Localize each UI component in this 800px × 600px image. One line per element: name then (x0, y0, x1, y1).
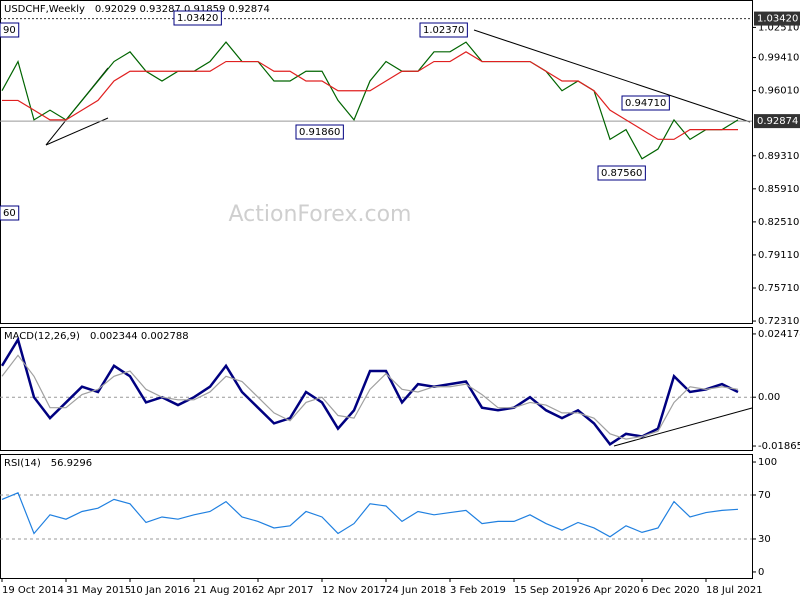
annotation-box (597, 165, 646, 181)
price-tag: 0.92874 (757, 116, 798, 127)
y-tick-label: 1.02510 (758, 22, 799, 33)
annotation-box (419, 22, 468, 38)
x-tick-label: 26 Apr 2020 (578, 585, 640, 596)
y-tick-label: 0.99410 (758, 53, 799, 64)
panel-values: 0.92029 0.93287 0.91859 0.92874 (95, 4, 270, 15)
y-tick-label: 0.72310 (758, 316, 799, 327)
x-tick-label: 10 Jan 2016 (130, 585, 190, 596)
trend-line (473, 29, 751, 123)
price-tag: 1.03420 (757, 14, 798, 25)
annotation-box (0, 205, 20, 221)
annotation: 90 (3, 25, 16, 36)
series-line (1, 354, 739, 440)
annotation: 60 (3, 208, 16, 219)
x-tick-label: 6 Dec 2020 (642, 585, 700, 596)
annotation: 1.03420 (177, 13, 218, 24)
x-tick-label: 19 Oct 2014 (2, 585, 64, 596)
y-tick-label: 0.96010 (758, 86, 799, 97)
x-tick-label: 3 Feb 2019 (450, 585, 506, 596)
price-tag-box (754, 11, 800, 26)
x-tick-label: 31 May 2015 (66, 585, 131, 596)
annotation: 0.94710 (625, 98, 666, 109)
x-tick-label: 24 Jun 2018 (386, 585, 446, 596)
y-tick-label: 70 (758, 490, 771, 501)
y-tick-label: 0 (758, 567, 764, 578)
y-tick-label: 100 (758, 457, 777, 468)
panel-title: USDCHF,Weekly (4, 4, 85, 15)
y-tick-label: 0.024174 (758, 329, 800, 340)
annotation-box (0, 22, 20, 38)
panel-frame (0, 454, 753, 579)
panel-title: RSI(14) (4, 458, 41, 469)
annotation-box (621, 95, 670, 111)
y-tick-label: 0.75710 (758, 283, 799, 294)
annotation-box (295, 124, 344, 140)
y-tick-label: 0.00 (758, 392, 780, 403)
y-tick-label: 0.89310 (758, 151, 799, 162)
y-tick-label: -0.018653 (758, 441, 800, 452)
price-tag-box (754, 114, 800, 129)
panel-frame (0, 0, 753, 324)
annotation: 1.02370 (423, 25, 464, 36)
series-line (2, 51, 738, 140)
x-tick-label: 2 Apr 2017 (258, 585, 313, 596)
annotation: 0.87560 (601, 168, 642, 179)
y-tick-label: 30 (758, 534, 771, 545)
y-tick-label: 0.82510 (758, 217, 799, 228)
panel-frame (0, 327, 753, 451)
series-line (1, 492, 739, 538)
x-tick-label: 15 Sep 2019 (514, 585, 577, 596)
watermark: ActionForex.com (229, 202, 412, 227)
panel-values: 0.002344 0.002788 (90, 331, 189, 342)
x-tick-label: 21 Aug 2016 (194, 585, 258, 596)
trend-line (45, 117, 109, 146)
annotation-box (173, 10, 222, 26)
y-tick-label: 0.85910 (758, 184, 799, 195)
series-line (0, 336, 739, 447)
panel-title: MACD(12,26,9) (4, 331, 80, 342)
x-tick-label: 18 Jul 2021 (706, 585, 763, 596)
x-tick-label: 12 Nov 2017 (322, 585, 386, 596)
annotation: 0.91860 (299, 127, 340, 138)
panel-values: 56.9296 (51, 458, 92, 469)
y-tick-label: 0.79110 (758, 250, 799, 261)
trend-line (613, 407, 753, 447)
series-line (1, 41, 739, 160)
